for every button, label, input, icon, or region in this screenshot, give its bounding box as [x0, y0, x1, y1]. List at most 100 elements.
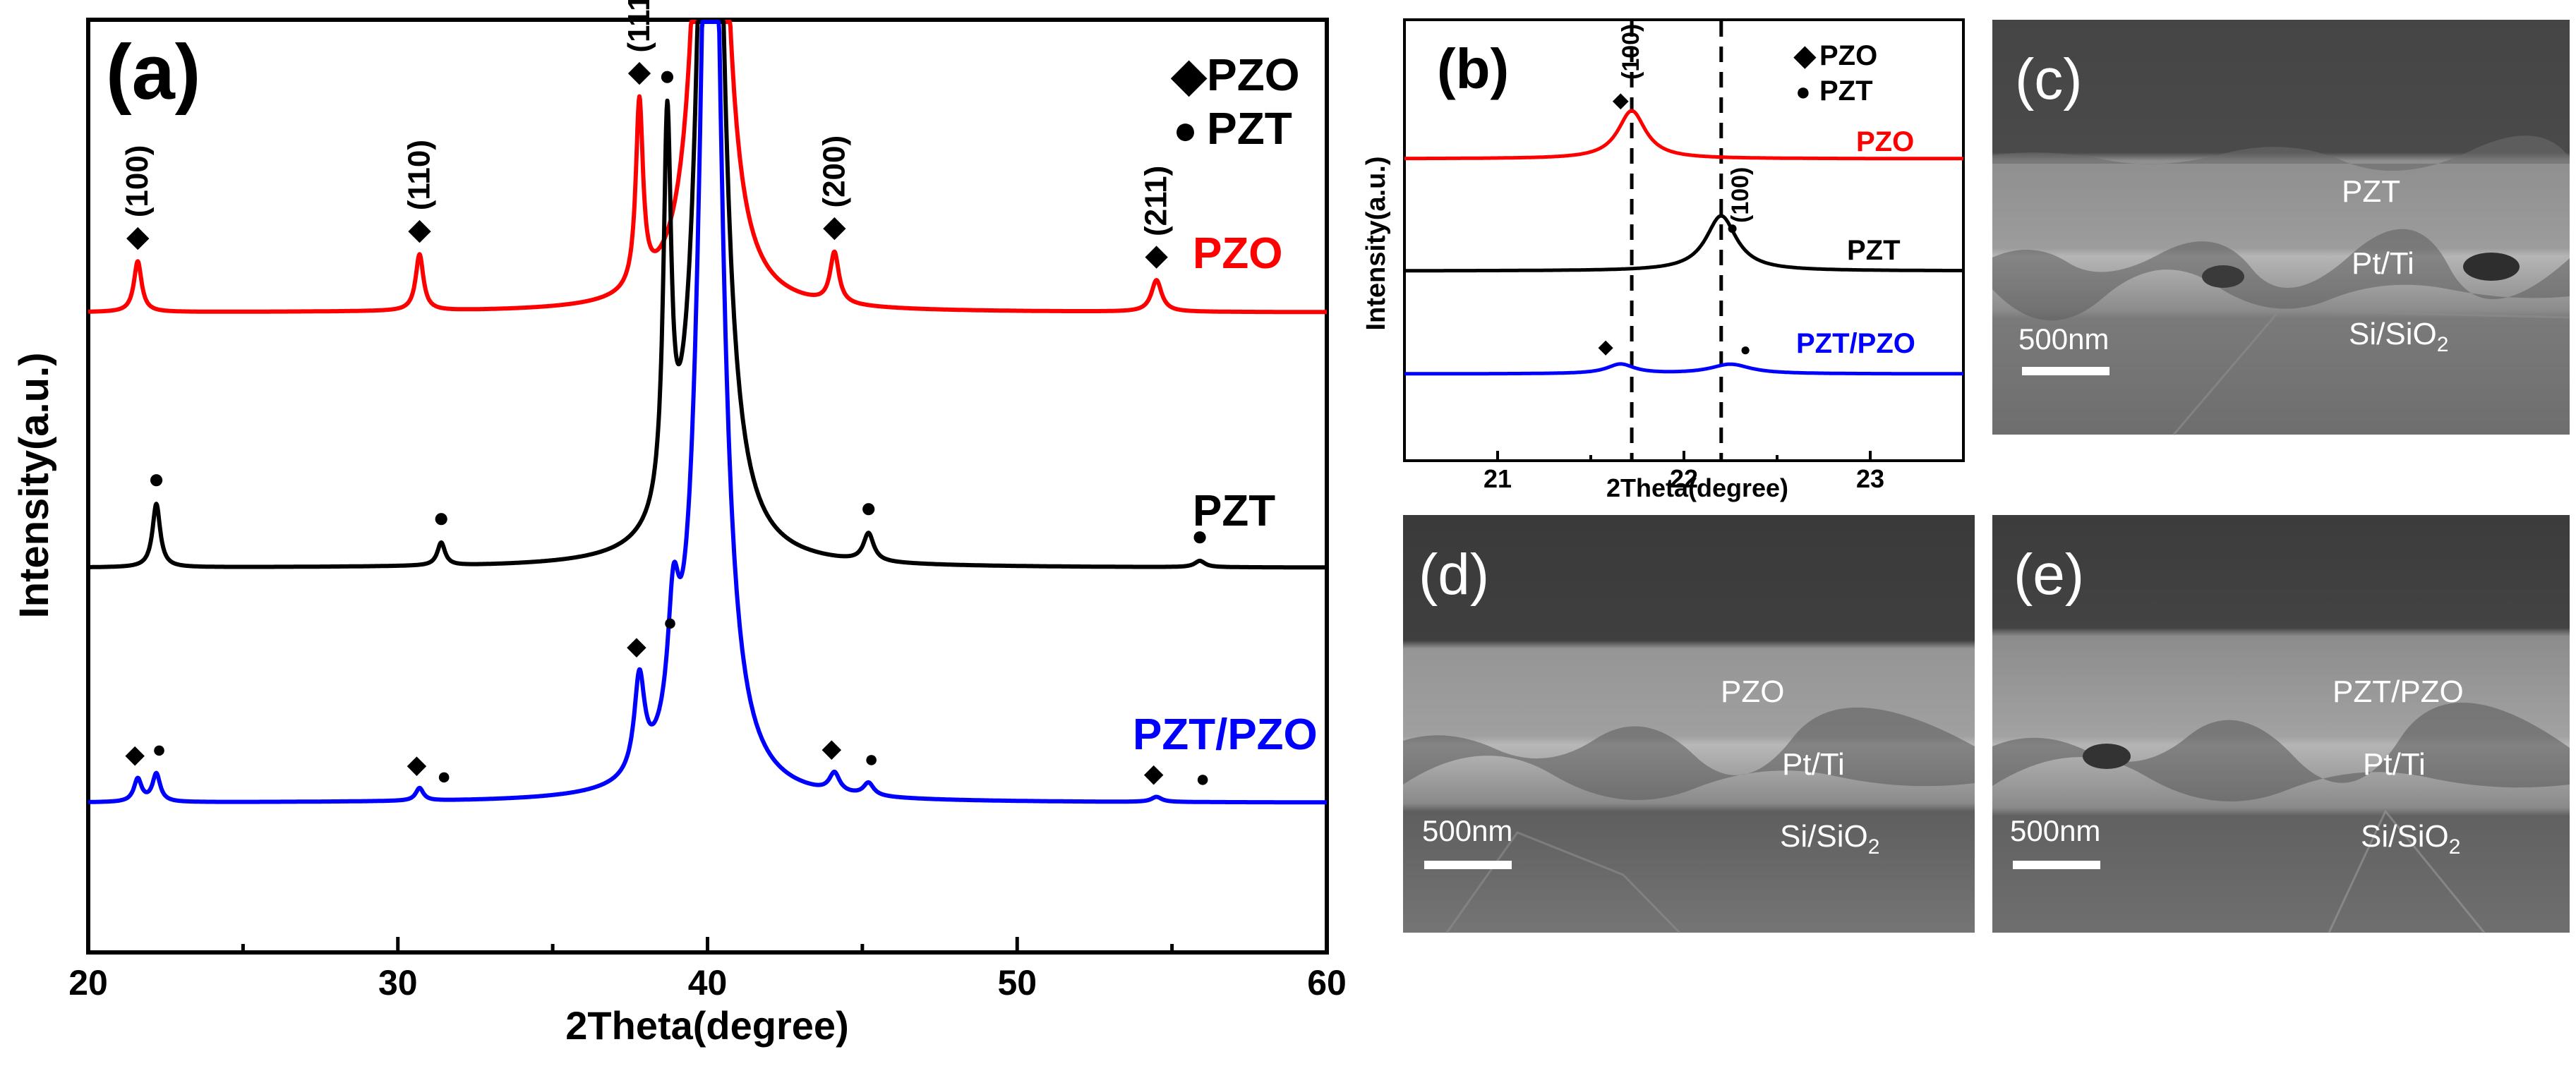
sem-d-cleave-line [1445, 831, 1681, 934]
x-tick-label: 60 [1307, 963, 1347, 1003]
panel-b-legend-pzo-label: PZO [1819, 40, 1877, 71]
panel-b-legend-pzt-label: PZT [1819, 75, 1873, 107]
panel-b-pzo-miller-index-label: (100) [1618, 24, 1644, 80]
sem-d-panel-label: (d) [1419, 543, 1489, 607]
sem-c-layer-label: PZT [2342, 174, 2400, 209]
panel-b-series-line-pzt-pzo [1403, 362, 1965, 376]
blue-pzo-peak-diamond-marker: ◆ [407, 751, 426, 778]
legend-diamond-marker: ◆ [1170, 49, 1208, 100]
series-line-pzt-pzo [86, 20, 1329, 805]
panel-a-peak-markers: ◆(100)◆(110)◆(111)◆(200)◆(211)●●●●●◆ ◆◆◆◆… [120, 0, 1210, 792]
blue-pzt-peak-circle-marker: ● [1196, 765, 1210, 792]
sem-e-scale-bar [2013, 861, 2100, 869]
sem-c-scale-label: 500nm [2018, 322, 2109, 356]
sem-d-pt-ti-texture [1403, 707, 1975, 800]
panel-b-legend: ◆ PZO ● PZT [1793, 40, 1877, 107]
panel-a-label: (a) [106, 29, 200, 116]
panel-b-label: (b) [1437, 37, 1509, 100]
pzo-peak-diamond-marker: ◆ [823, 212, 846, 243]
panel-b-x-tick-label: 21 [1483, 464, 1512, 493]
panel-b-pzt-miller-index-label: (100) [1727, 167, 1754, 223]
sem-panel-c: (c) PZT Pt/Ti Si/SiO2 500nm [1992, 20, 2570, 435]
legend-pzo-label: PZO [1207, 49, 1300, 100]
sem-c-panel-label: (c) [2015, 47, 2083, 111]
sem-e-pt-ti-texture [1992, 702, 2570, 801]
panel-b-x-tick-label: 23 [1856, 464, 1884, 493]
blue-pzt-peak-circle-marker: ● [864, 746, 879, 773]
x-tick-label: 30 [378, 963, 418, 1003]
panel-a-legend: ◆ PZO ● PZT [1170, 49, 1300, 154]
sem-c-image [1992, 20, 2570, 435]
panel-a-series-labels: PZO PZT PZT/PZO [1133, 229, 1318, 759]
x-tick-label: 20 [68, 963, 108, 1003]
panel-b-blue-diamond-marker: ◆ [1598, 336, 1613, 357]
panel-b-blue-circle-marker: ● [1740, 339, 1751, 360]
panel-b-series-line-pzo [1403, 109, 1965, 161]
panel-b-series-label-pzt: PZT [1847, 235, 1901, 266]
panel-b-reference-lines [1630, 21, 1723, 459]
panel-a-x-axis: 20 30 40 50 60 [68, 937, 1347, 1003]
pzo-peak-diamond-marker: ◆ [408, 214, 431, 245]
sem-c-void [2463, 253, 2520, 281]
pzo-peak-diamond-marker: ◆ [1145, 240, 1168, 271]
panel-a-frame [86, 18, 1329, 955]
sem-panel-e: (e) PZT/PZO Pt/Ti Si/SiO2 500nm [1992, 515, 2570, 933]
panel-b-curves [1403, 109, 1965, 376]
pzo-miller-index-label: (100) [120, 145, 155, 218]
sem-e-layer-label: PZT/PZO [2333, 674, 2464, 709]
sem-c-substrate-label: Si/SiO2 [2349, 317, 2448, 356]
sem-d-substrate-label: Si/SiO2 [1780, 819, 1879, 859]
panel-a-chart: (a) ◆ PZO ● PZT ◆(100)◆(110)◆(111)◆(200)… [11, 0, 1347, 1048]
x-tick-label: 40 [688, 963, 728, 1003]
panel-b-x-tick-label: 22 [1670, 464, 1698, 493]
panel-a-y-axis-label: Intensity(a.u.) [11, 352, 57, 618]
pzt-peak-circle-marker: ● [433, 502, 450, 533]
panel-a-curves [86, 20, 1329, 805]
legend-circle-marker: ● [1173, 107, 1198, 153]
sem-d-layer-label: PZO [1721, 674, 1784, 709]
panel-a-x-axis-label: 2Theta(degree) [565, 1003, 848, 1048]
blue-pzt-peak-circle-marker: ● [152, 737, 167, 763]
panel-b-series-labels: PZO PZT PZT/PZO [1796, 126, 1915, 359]
sem-c-pt-ti-label: Pt/Ti [2352, 246, 2414, 281]
sem-c-film-edge [1992, 135, 2570, 171]
series-label-pzt: PZT [1193, 487, 1275, 535]
sem-e-substrate-label: Si/SiO2 [2361, 819, 2460, 859]
pzo-miller-index-label: (110) [402, 140, 436, 210]
sem-c-cleave-line [2172, 309, 2570, 435]
panel-b-peak-markers: ◆(100)●(100)◆ ● [1598, 24, 1754, 361]
pzt-peak-circle-marker: ● [1191, 521, 1208, 552]
sem-d-scale-bar [1424, 861, 1512, 869]
blue-pzo-peak-diamond-marker: ◆ [821, 735, 841, 762]
sem-c-scale-bar [2022, 367, 2109, 375]
sem-e-cleave-line [2328, 809, 2486, 933]
panel-b-series-line-pzt [1403, 214, 1965, 273]
series-label-pzt-pzo: PZT/PZO [1133, 710, 1318, 759]
panel-b-y-axis-label: Intensity(a.u.) [1361, 156, 1391, 330]
panel-b-pzt-circle-marker: ● [1726, 217, 1738, 238]
blue-pzo-peak-diamond-marker: ◆ [125, 741, 145, 768]
pzo-peak-diamond-marker: ◆ [126, 221, 150, 252]
panel-b-series-label-pzo: PZO [1856, 126, 1914, 157]
x-tick-label: 50 [997, 963, 1037, 1003]
pzt-peak-circle-marker: ● [860, 492, 877, 523]
sem-panel-d: (d) PZO Pt/Ti Si/SiO2 500nm [1403, 515, 1975, 934]
sem-c-void [2202, 265, 2244, 288]
blue-pzo-peak-diamond-marker: ◆ [627, 633, 646, 660]
panel-b-legend-circle-marker: ● [1795, 77, 1811, 106]
sem-e-void [2083, 744, 2131, 769]
series-label-pzo: PZO [1193, 229, 1282, 278]
sem-e-scale-label: 500nm [2010, 814, 2100, 847]
sem-e-pt-ti-label: Pt/Ti [2363, 747, 2426, 782]
pzo-peak-diamond-marker: ◆ [628, 56, 651, 87]
panel-b-series-label-pzt-pzo: PZT/PZO [1796, 328, 1915, 359]
pzt-peak-circle-marker: ● [658, 61, 675, 92]
pzo-miller-index-label: (200) [817, 135, 851, 208]
series-line-pzt [86, 20, 1329, 570]
blue-pzo-peak-diamond-marker: ◆ [1144, 760, 1164, 787]
panel-b-chart: ◆(100)●(100)◆ ● (b) ◆ PZO ● PZT PZO PZT P… [1361, 18, 1965, 502]
pzt-peak-circle-marker: ● [148, 464, 164, 495]
panel-b-legend-diamond-marker: ◆ [1793, 40, 1817, 71]
panel-b-pzo-diamond-marker: ◆ [1612, 89, 1629, 111]
